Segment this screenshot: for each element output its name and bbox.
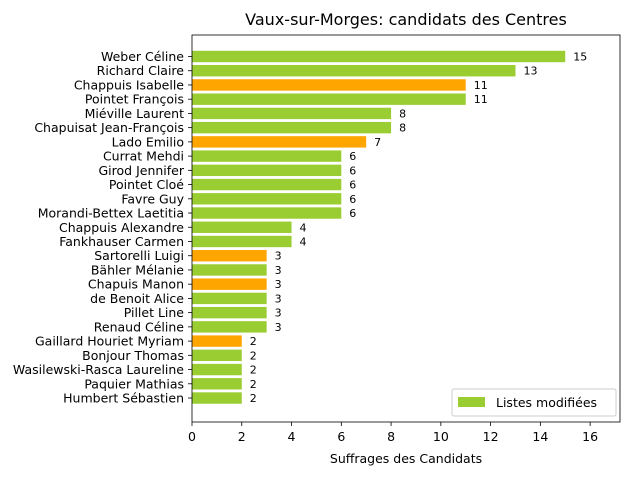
bar [192,250,267,262]
data-label: 3 [275,250,282,263]
bar [192,93,466,105]
x-tick-label: 6 [337,429,345,444]
bar [192,292,267,305]
bar [192,235,292,248]
x-tick-label: 4 [288,429,296,444]
category-label: Sartorelli Luigi [94,248,184,263]
category-label: Chappuis Alexandre [59,220,184,235]
category-label: Wasilewski-Rasca Laureline [13,362,184,377]
data-label: 2 [250,364,257,377]
data-label: 2 [250,335,257,348]
bar [192,207,342,219]
legend-box [451,388,617,417]
data-label: 15 [573,51,587,64]
bar [192,136,367,148]
category-label: Miéville Laurent [85,106,184,121]
data-label: 3 [275,292,282,305]
category-label: Richard Claire [97,63,185,78]
category-label: Chapuis Manon [88,277,184,292]
data-label: 2 [250,392,257,405]
data-label: 6 [349,207,356,220]
data-label: 2 [250,349,257,362]
x-tick-label: 2 [238,429,246,444]
legend-label: Listes modifiées [496,395,597,410]
plot-frame [191,34,621,423]
bar [192,164,342,177]
data-label: 3 [275,321,282,334]
bar [192,378,242,390]
data-label: 11 [474,79,488,92]
category-label: Chapuisat Jean-François [34,120,184,135]
category-label: Gaillard Houriet Myriam [35,334,184,349]
bar [192,392,242,404]
x-tick-label: 0 [188,429,196,444]
bar [192,150,342,162]
data-label: 4 [300,235,307,248]
legend-swatch [458,397,485,407]
category-label: Girod Jennifer [98,163,184,178]
bars-group [192,50,566,404]
category-label: Currat Mehdi [103,149,184,164]
category-label: Lado Emilio [112,134,184,149]
legend: Listes modifiées [451,388,617,417]
data-label: 2 [250,378,257,391]
bar [192,363,242,376]
bar [192,50,566,63]
bar [192,264,267,276]
category-label: Paquier Mathias [84,376,184,391]
category-label: Weber Céline [101,49,184,64]
bar [192,221,292,233]
category-label: Humbert Sébastien [63,391,184,406]
data-label: 8 [399,107,406,120]
bar [192,321,267,333]
x-axis-label: Suffrages des Candidats [330,451,482,466]
bar [192,349,242,362]
data-label: 8 [399,122,406,135]
bar [192,335,242,347]
category-label: de Benoit Alice [90,291,184,306]
bar [192,193,342,205]
data-label: 11 [474,93,488,106]
category-label: Chappuis Isabelle [74,77,184,92]
category-label: Pointet François [85,92,184,107]
x-tick-label: 16 [582,429,598,444]
data-label: 3 [275,278,282,291]
category-label: Favre Guy [121,191,184,206]
data-label: 6 [349,150,356,163]
category-label: Pointet Cloé [109,177,184,192]
chart-title: Vaux-sur-Morges: candidats des Centres [245,10,567,29]
data-label: 6 [349,179,356,192]
category-label: Pillet Line [124,305,185,320]
data-label: 6 [349,164,356,177]
bar [192,278,267,290]
bar [192,79,466,91]
data-label: 6 [349,193,356,206]
data-label: 4 [300,221,307,234]
data-label: 3 [275,307,282,320]
bar [192,107,392,120]
x-tick-label: 10 [433,429,449,444]
x-axis-ticks: 0 2 4 6 8 10 12 14 16 [188,422,598,444]
category-label: Morandi-Bettex Laetitia [38,206,184,221]
data-label: 7 [374,136,381,149]
category-label: Renaud Céline [94,319,185,334]
bar [192,306,267,319]
bar [192,178,342,191]
category-label: Bonjour Thomas [82,348,184,363]
x-tick-label: 14 [532,429,548,444]
category-label: Fankhauser Carmen [59,234,184,249]
x-tick-label: 8 [387,429,395,444]
x-tick-label: 12 [483,429,499,444]
bar [192,65,516,77]
data-label: 13 [523,65,537,78]
data-label: 3 [275,264,282,277]
bar [192,121,392,134]
category-label: Bähler Mélanie [91,262,184,277]
